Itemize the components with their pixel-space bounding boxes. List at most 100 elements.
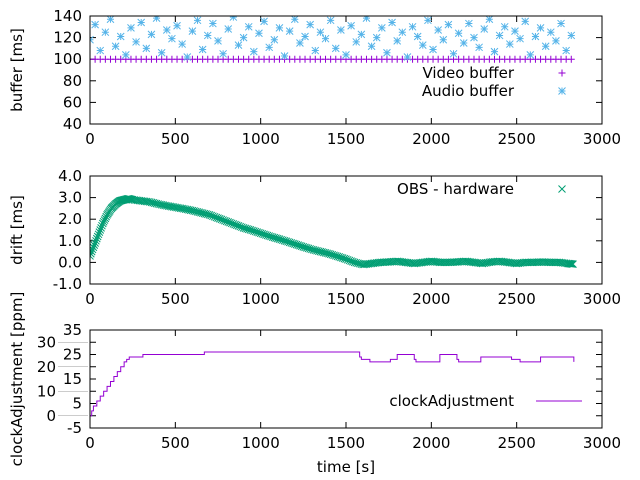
audio-buffer-point [178, 40, 187, 48]
audio-buffer-point [562, 46, 571, 55]
audio-buffer-point [162, 26, 171, 34]
audio-buffer-point [388, 18, 396, 27]
obs-hardware-point [95, 228, 104, 237]
y-tick-label: -1.0 [53, 275, 82, 293]
audio-buffer-point [541, 42, 550, 51]
audio-buffer-point [229, 16, 238, 21]
x-tick-label: 2500 [498, 130, 536, 148]
audio-buffer-point [403, 53, 412, 61]
x-tick-label: 1000 [242, 434, 280, 452]
audio-buffer-point [516, 34, 524, 43]
y-tick-label: 30 [37, 333, 56, 351]
x-tick-label: 3000 [583, 434, 621, 452]
audio-buffer-point [372, 33, 381, 42]
audio-buffer-point [367, 42, 376, 51]
x-tick-label: 2000 [412, 290, 450, 308]
audio-buffer-point [567, 31, 576, 40]
audio-buffer-point [121, 51, 130, 59]
audio-buffer-point [234, 41, 243, 50]
audio-buffer-point [337, 26, 345, 34]
obs-hardware-point [90, 241, 99, 249]
audio-buffer-point [147, 30, 156, 39]
x-tick-label: 0 [85, 434, 95, 452]
audio-buffer-point [311, 46, 320, 55]
audio-buffer-point [505, 40, 514, 48]
subplot-2: -1.0 0.0 1.0 2.0 3.0 4.0 0 500 1000 1500 2000 2500 3… [8, 167, 621, 308]
audio-buffer-point [316, 28, 325, 37]
audio-buffer-point [285, 27, 294, 35]
audio-buffer-point [521, 17, 530, 26]
y-tick-label: 0.0 [58, 253, 82, 271]
audio-buffer-point [536, 24, 545, 32]
x-tick-label: 500 [161, 290, 190, 308]
obs-hardware-point [90, 247, 96, 256]
audio-buffer-point [377, 24, 386, 32]
audio-buffer-point [449, 49, 458, 58]
obs-hardware-point [90, 249, 95, 258]
obs-hardware-point [569, 260, 577, 268]
audio-buffer-point [193, 16, 202, 25]
obs-hardware-point [90, 243, 98, 252]
audio-buffer-point [500, 22, 509, 31]
audio-buffer-point [116, 32, 125, 41]
data-area [90, 16, 576, 63]
legend-label-audio-buffer: Audio buffer [422, 82, 515, 100]
audio-buffer-point [347, 21, 355, 30]
audio-buffer-point [480, 25, 489, 33]
audio-buffer-point [137, 18, 146, 27]
x-tick-label: 0 [85, 130, 95, 148]
audio-buffer-point [106, 16, 115, 24]
audio-buffer-point [209, 19, 217, 28]
y-tick-label: 35 [63, 321, 82, 339]
audio-buffer-point [459, 39, 468, 47]
audio-buffer-point [91, 20, 99, 29]
audio-buffer-point [326, 16, 335, 25]
x-tick-label: 500 [161, 130, 190, 148]
obs-hardware-point [568, 260, 576, 268]
obs-hardware-point [92, 234, 101, 243]
obs-hardware-point [91, 239, 99, 247]
obs-hardware-point [93, 232, 102, 241]
audio-buffer-point [393, 36, 402, 45]
audio-buffer-point [475, 43, 483, 52]
x-tick-label: 1500 [327, 434, 365, 452]
audio-buffer-point [470, 33, 478, 42]
audio-buffer-point [270, 35, 279, 44]
audio-buffer-point [531, 32, 540, 41]
data-area [90, 351, 575, 417]
x-tick-label: 2500 [498, 434, 536, 452]
x-tick-label: 0 [85, 290, 95, 308]
audio-buffer-point [511, 27, 519, 35]
data-area [90, 194, 577, 269]
audio-buffer-point [101, 28, 110, 37]
audio-buffer-point [142, 44, 151, 53]
x-tick-label: 3000 [583, 130, 621, 148]
obs-hardware-point [97, 223, 105, 232]
y-axis-label: clockAdjustment [ppm] [8, 292, 26, 467]
audio-buffer-point [495, 31, 504, 40]
audio-buffer-point [526, 51, 535, 59]
audio-buffer-point [444, 20, 453, 29]
y-tick-label: 100 [53, 50, 82, 68]
audio-buffer-point [296, 39, 304, 47]
audio-buffer-point [290, 16, 299, 24]
y-tick-label: 1.0 [58, 232, 82, 250]
audio-buffer-point [465, 19, 473, 28]
audio-buffer-point [188, 27, 197, 35]
x-tick-label: 2000 [412, 434, 450, 452]
legend-marker-obs-hardware [558, 185, 566, 193]
x-tick-label: 1000 [242, 130, 280, 148]
audio-buffer-point [301, 32, 309, 41]
audio-buffer-point [413, 32, 422, 41]
x-tick-label: 1500 [327, 290, 365, 308]
audio-buffer-point [96, 46, 105, 55]
audio-buffer-point [157, 48, 166, 57]
audio-buffer-point [424, 16, 432, 25]
y-axis-label: drift [ms] [8, 195, 26, 265]
x-tick-label: 500 [161, 434, 190, 452]
y-tick-label: 80 [63, 72, 82, 90]
obs-hardware-point [98, 221, 106, 230]
obs-hardware-point [96, 226, 105, 234]
audio-buffer-point [552, 36, 560, 45]
